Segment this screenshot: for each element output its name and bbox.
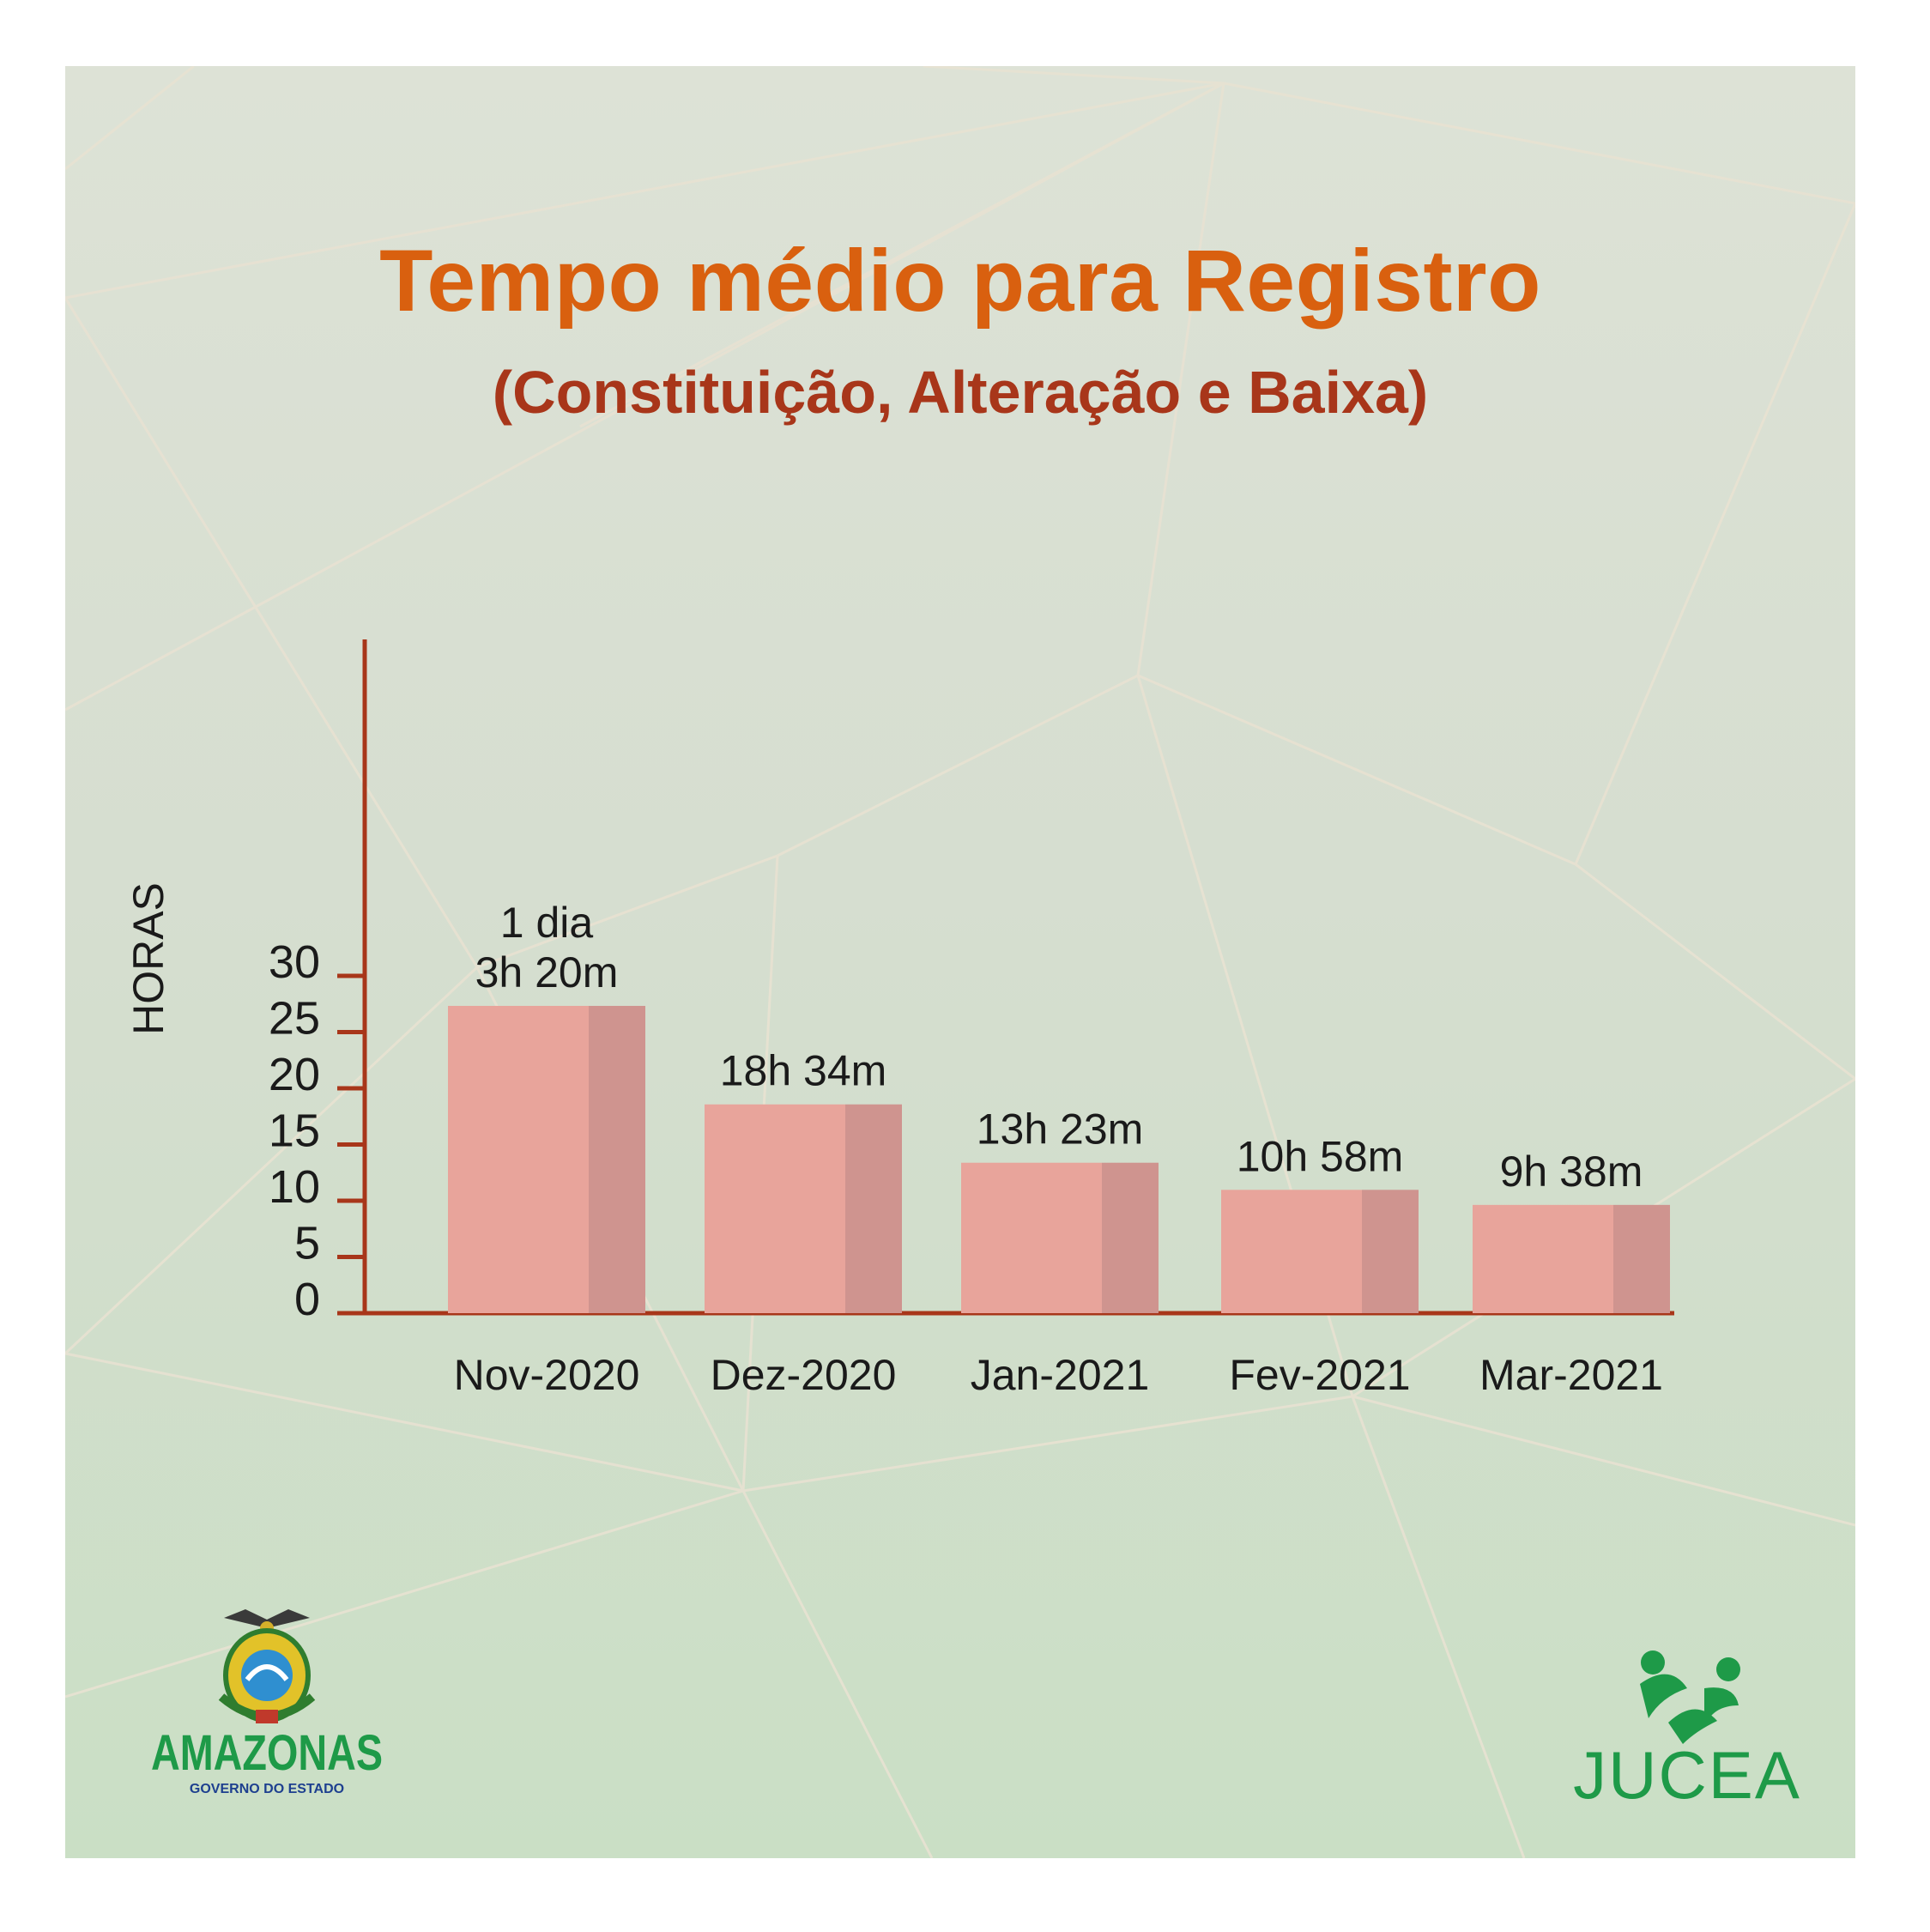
bar-side	[845, 1104, 902, 1313]
bar-side	[589, 1005, 645, 1313]
bar-value-label: 9h 38m	[1500, 1148, 1643, 1196]
y-tick-label: 30	[269, 936, 320, 988]
y-axis-label: HORAS	[124, 882, 172, 1035]
x-category-label: Nov-2020	[454, 1351, 640, 1399]
jucea-symbol-icon	[1640, 1650, 1740, 1744]
amazonas-logo: AMAZONAS GOVERNO DO ESTADO	[151, 1609, 383, 1796]
y-tick-label: 20	[269, 1049, 320, 1100]
y-tick-label: 25	[269, 993, 320, 1045]
bar-side	[1613, 1204, 1670, 1313]
y-tick-label: 10	[269, 1161, 320, 1213]
chart-subtitle: (Constituição, Alteração e Baixa)	[492, 359, 1429, 426]
bar-value-label: 13h 23m	[977, 1105, 1144, 1154]
bar-side	[1362, 1190, 1419, 1313]
bar-value-label: 1 dia	[500, 899, 594, 947]
bar	[705, 1104, 845, 1313]
amazonas-subtitle: GOVERNO DO ESTADO	[190, 1782, 344, 1796]
bar	[448, 1005, 589, 1313]
jucea-wordmark: JUCEA	[1573, 1737, 1801, 1808]
bar	[1473, 1204, 1613, 1313]
amazonas-wordmark: AMAZONAS	[151, 1725, 383, 1781]
y-tick-label: 5	[294, 1218, 320, 1269]
bar-value-label: 10h 58m	[1237, 1132, 1404, 1180]
bar	[961, 1162, 1102, 1313]
y-tick-label: 0	[294, 1274, 320, 1325]
bar-side	[1102, 1162, 1159, 1313]
bar-value-label: 3h 20m	[475, 948, 619, 996]
chart-title: Tempo médio para Registro	[379, 232, 1541, 330]
x-category-label: Mar-2021	[1479, 1351, 1663, 1399]
y-tick-label: 15	[269, 1105, 320, 1157]
x-category-label: Jan-2021	[971, 1351, 1150, 1399]
jucea-logo: JUCEA	[1573, 1650, 1801, 1808]
coat-of-arms-icon	[218, 1609, 316, 1723]
bars	[448, 1005, 1670, 1313]
bar-value-label: 18h 34m	[720, 1047, 887, 1095]
x-category-label: Fev-2021	[1229, 1351, 1410, 1399]
x-category-label: Dez-2020	[711, 1351, 897, 1399]
infographic-card: Tempo médio para Registro (Constituição,…	[65, 66, 1855, 1858]
bar	[1221, 1190, 1362, 1313]
